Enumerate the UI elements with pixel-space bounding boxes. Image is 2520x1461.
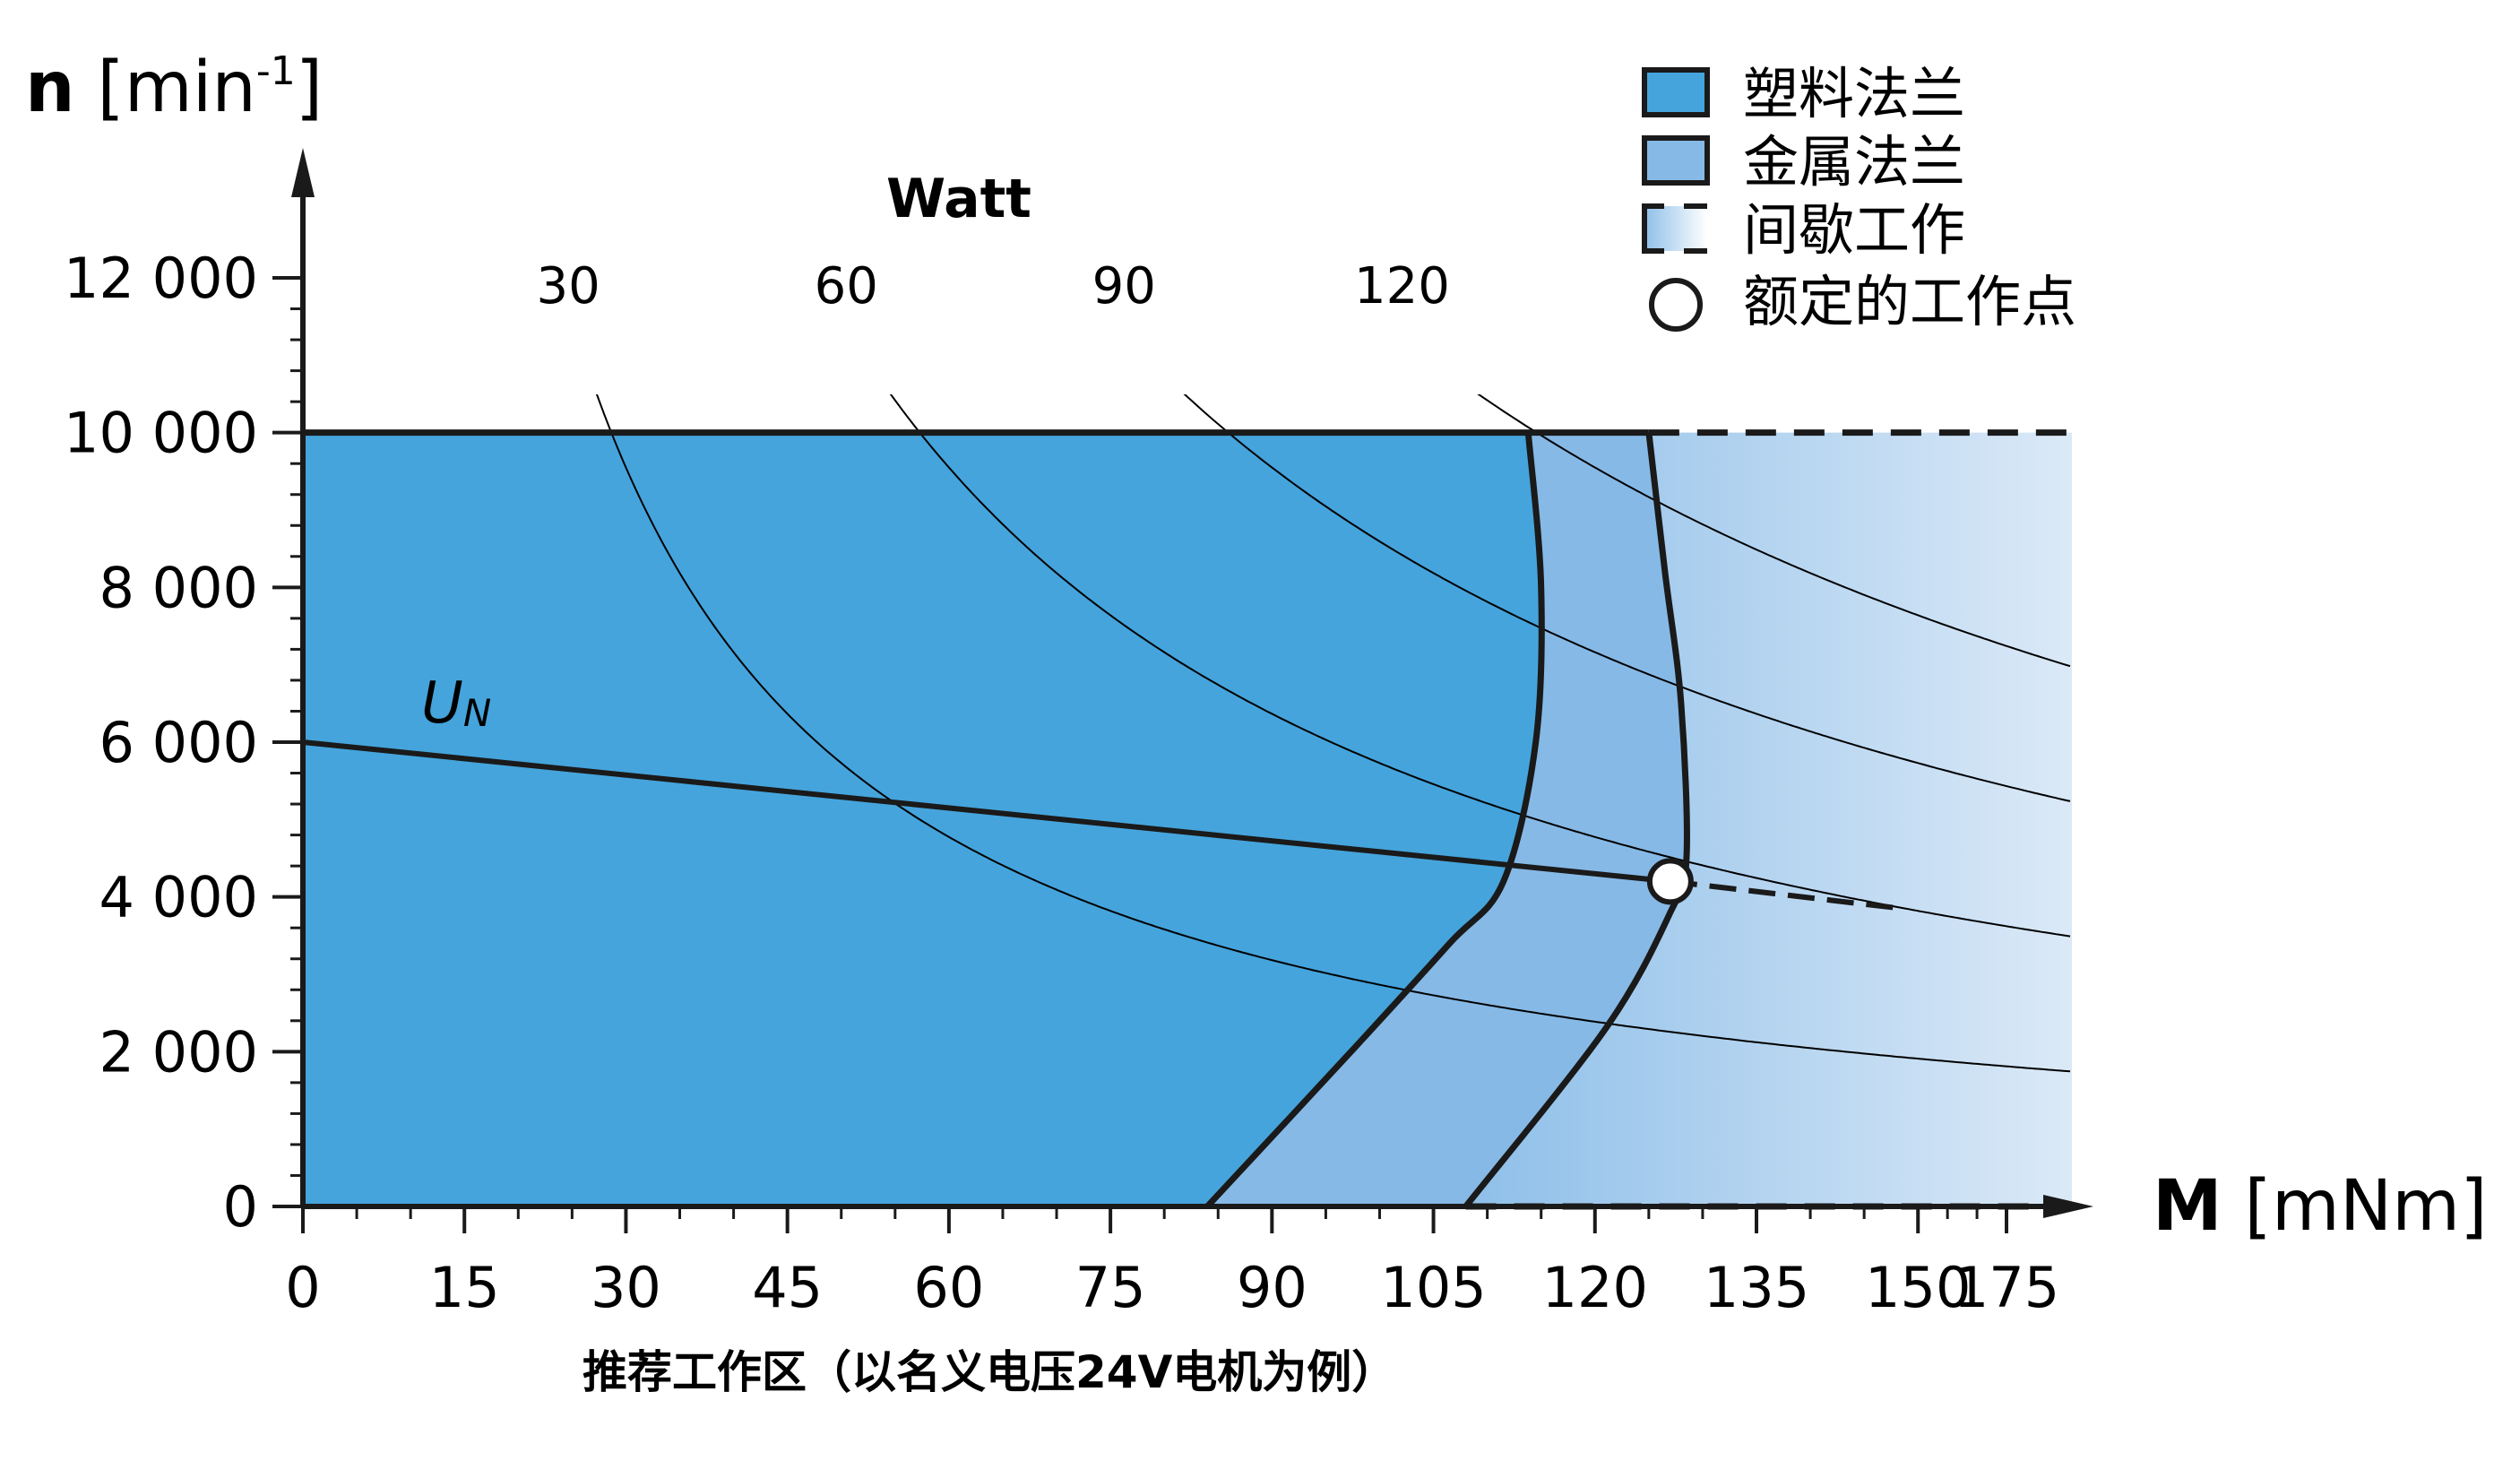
un-label-sub: N xyxy=(463,691,491,735)
power-curve-60w xyxy=(889,394,2071,938)
y-axis-unit-close: ] xyxy=(296,48,323,128)
power-title: Watt xyxy=(886,168,1031,230)
legend-swatch-plastic xyxy=(1642,67,1710,117)
metal-flange-boundary xyxy=(1463,432,1690,1209)
power-curve-label-120: 120 xyxy=(1354,257,1450,316)
x-axis-title: M [mNm] xyxy=(2153,1166,2488,1247)
x-tick-label-105: 105 xyxy=(1380,1255,1486,1320)
legend-swatch-rated-point xyxy=(1649,278,1703,332)
region-metal-flange xyxy=(1207,432,1687,1207)
x-tick-label-45: 45 xyxy=(752,1255,823,1320)
x-tick-label-75: 75 xyxy=(1075,1255,1146,1320)
un-label-main: U xyxy=(421,670,463,737)
power-curve-30w xyxy=(595,394,2071,1073)
x-tick-label-135: 135 xyxy=(1704,1255,1809,1320)
y-axis-unit-sup: -1 xyxy=(256,48,296,94)
y-tick-label-8000: 8 000 xyxy=(99,555,259,620)
y-axis-unit: [min xyxy=(75,48,256,128)
x-axis-unit: [mNm] xyxy=(2222,1166,2488,1247)
y-tick-label-0: 0 xyxy=(223,1174,258,1240)
un-line: UN xyxy=(302,670,1903,912)
y-axis-var: n xyxy=(25,48,75,128)
y-tick-label-4000: 4 000 xyxy=(99,865,259,930)
chart-caption: 推荐工作区（以名义电压24V电机为例） xyxy=(583,1346,1396,1398)
un-curve xyxy=(302,739,1671,885)
legend-swatch-intermittent xyxy=(1644,206,1707,251)
region-plastic-flange xyxy=(303,432,1542,1207)
x-tick-label-15: 15 xyxy=(429,1255,500,1320)
legend-label-rated-point: 额定的工作点 xyxy=(1743,269,2076,334)
y-tick-label-12000: 12 000 xyxy=(64,246,258,311)
x-tick-label-175: 175 xyxy=(1954,1255,2059,1320)
region-boundaries xyxy=(303,429,2072,1210)
legend-label-metal: 金属法兰 xyxy=(1743,129,1965,195)
y-tick-label-6000: 6 000 xyxy=(99,710,259,775)
x-tick-label-150: 150 xyxy=(1865,1255,1971,1320)
power-curve-label-30: 30 xyxy=(536,257,600,316)
power-curves xyxy=(595,394,2071,1073)
plastic-flange-boundary xyxy=(1204,432,1545,1209)
legend-swatch-intermittent-bracket xyxy=(1642,203,1664,254)
x-tick-label-120: 120 xyxy=(1542,1255,1648,1320)
x-tick-label-30: 30 xyxy=(591,1255,661,1320)
power-curve-label-60: 60 xyxy=(815,257,878,316)
power-curve-label-90: 90 xyxy=(1092,257,1156,316)
legend-swatch-metal xyxy=(1642,135,1710,186)
legend-label-plastic: 塑料法兰 xyxy=(1743,61,1965,126)
x-axis-var: M xyxy=(2153,1166,2222,1247)
un-label: UN xyxy=(421,670,491,737)
operating-regions xyxy=(303,432,2072,1207)
y-axis-arrow xyxy=(291,148,315,197)
x-tick-label-90: 90 xyxy=(1237,1255,1307,1320)
ticks: 30 60 90 120 0 2 000 4 000 6 000 8 000 10 000 12 0… xyxy=(64,246,2059,1320)
y-tick-label-10000: 10 000 xyxy=(64,401,258,466)
x-tick-label-0: 0 xyxy=(285,1255,320,1320)
legend-label-intermittent: 间歇工作 xyxy=(1743,197,1965,263)
power-curve-120w xyxy=(1477,394,2071,668)
power-curve-90w xyxy=(1183,394,2071,802)
y-axis-title: n [min-1] xyxy=(25,48,323,128)
y-tick-label-2000: 2 000 xyxy=(99,1019,259,1085)
rated-operating-point xyxy=(1646,858,1694,905)
x-axis-arrow xyxy=(2043,1195,2093,1218)
x-tick-label-60: 60 xyxy=(913,1255,984,1320)
